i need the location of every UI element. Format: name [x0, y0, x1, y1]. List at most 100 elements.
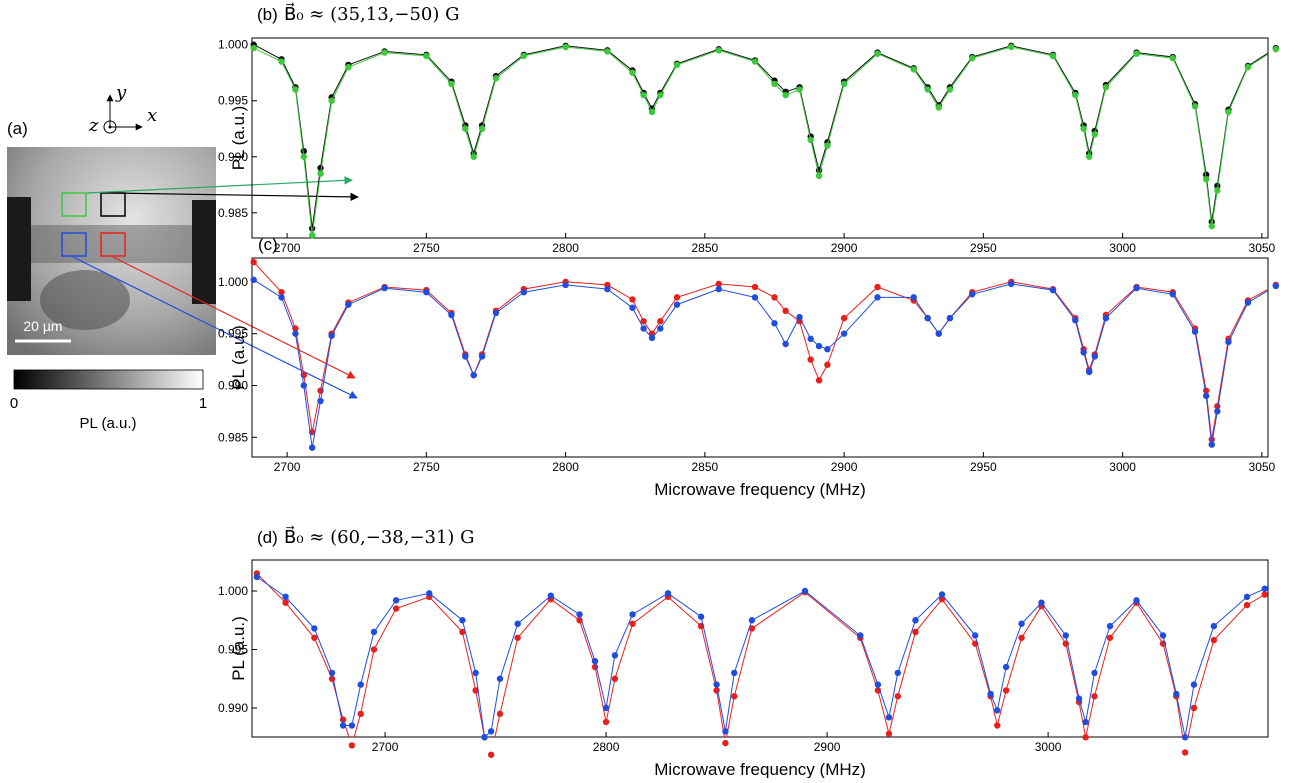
- data-point: [1018, 620, 1025, 627]
- data-point: [492, 309, 500, 317]
- data-point: [673, 294, 681, 301]
- data-point: [311, 634, 318, 641]
- axis-name: x: [147, 105, 157, 126]
- data-point: [1272, 46, 1279, 53]
- data-point: [969, 291, 976, 298]
- data-point: [317, 170, 324, 177]
- data-point: [751, 58, 759, 65]
- y-axis-label: PL (a.u.): [229, 616, 248, 681]
- chart-panel: (c) PL (a.u.) Microwave frequency (MHz) 0.9…: [218, 235, 1279, 499]
- data-point: [713, 681, 720, 688]
- data-point: [328, 332, 335, 339]
- data-point: [1210, 622, 1218, 630]
- data-point: [514, 620, 521, 627]
- data-point: [657, 325, 664, 332]
- data-point: [1225, 338, 1232, 346]
- data-point: [472, 669, 479, 677]
- data-point: [1181, 749, 1189, 756]
- data-point: [1049, 286, 1057, 294]
- data-point: [748, 625, 756, 632]
- data-point: [1202, 171, 1210, 178]
- data-point: [924, 314, 931, 322]
- panel-label: (b): [257, 5, 278, 24]
- data-point: [673, 61, 681, 69]
- data-point: [782, 91, 789, 99]
- data-point: [1008, 280, 1015, 288]
- data-point: [664, 590, 672, 597]
- data-point: [840, 80, 848, 88]
- x-axis-label: Microwave frequency (MHz): [654, 760, 866, 778]
- data-point: [815, 342, 823, 350]
- data-point: [807, 136, 814, 144]
- data-point: [250, 44, 257, 52]
- data-point: [1202, 392, 1210, 400]
- plot-frame: [251, 257, 1269, 458]
- data-point: [1082, 718, 1089, 726]
- data-point: [910, 294, 917, 301]
- fit-line: [253, 44, 1268, 229]
- data-point: [472, 687, 479, 694]
- axis-name: z: [88, 115, 99, 136]
- data-point: [935, 104, 943, 111]
- fit-line: [253, 261, 1268, 440]
- data-point: [1102, 84, 1110, 91]
- data-point: [1002, 687, 1010, 694]
- plot-frame: [251, 559, 1269, 738]
- data-point: [857, 632, 864, 639]
- arrow: [72, 256, 358, 399]
- data-point: [547, 592, 555, 599]
- data-point: [1181, 734, 1189, 741]
- data-point: [562, 281, 569, 289]
- data-point: [611, 652, 619, 659]
- arrow: [86, 176, 353, 194]
- data-point: [657, 91, 664, 99]
- arrow: [112, 256, 356, 379]
- data-point: [328, 669, 336, 677]
- data-point: [815, 172, 823, 180]
- x-tick-label: 2900: [831, 460, 858, 474]
- data-point: [673, 301, 681, 308]
- data-point: [1075, 695, 1083, 702]
- data-point: [994, 722, 1001, 729]
- data-point: [520, 52, 528, 60]
- data-point: [1018, 634, 1025, 641]
- data-point: [1072, 91, 1079, 99]
- data-point: [1085, 153, 1093, 160]
- data-point: [292, 86, 299, 93]
- data-point: [715, 47, 722, 54]
- y-axis-label: PL (a.u.): [229, 325, 248, 390]
- data-point: [1190, 704, 1198, 712]
- data-point: [250, 258, 257, 266]
- data-point: [1244, 299, 1252, 306]
- colorbar-tick-label: 1: [199, 395, 207, 412]
- data-point: [604, 48, 611, 55]
- data-point: [345, 63, 352, 71]
- x-tick-label: 2800: [593, 740, 620, 754]
- data-point: [640, 318, 647, 325]
- data-point: [1008, 43, 1015, 51]
- data-point: [969, 54, 976, 62]
- data-point: [840, 330, 848, 337]
- data-point: [1214, 403, 1221, 410]
- data-point: [357, 710, 364, 718]
- colorbar-label: PL (a.u.): [80, 415, 137, 432]
- x-tick-label: 2700: [274, 460, 301, 474]
- data-point: [1272, 282, 1279, 290]
- data-point: [946, 314, 954, 322]
- roi-box: [61, 232, 87, 257]
- data-point: [311, 625, 318, 632]
- x-tick-label: 2800: [552, 460, 579, 474]
- data-point: [514, 634, 521, 641]
- panel-label: (c): [258, 235, 278, 254]
- data-point: [912, 617, 919, 624]
- fit-line: [256, 573, 1265, 737]
- data-point: [971, 632, 979, 639]
- image-panel: (a) 20 µm x y z 0 1 PL (a.u.): [7, 82, 216, 432]
- data-point: [722, 728, 729, 735]
- data-point: [1202, 175, 1210, 183]
- data-point: [751, 294, 759, 301]
- data-point: [308, 231, 316, 239]
- data-point: [657, 318, 664, 325]
- data-point: [602, 718, 610, 726]
- data-point: [715, 280, 722, 288]
